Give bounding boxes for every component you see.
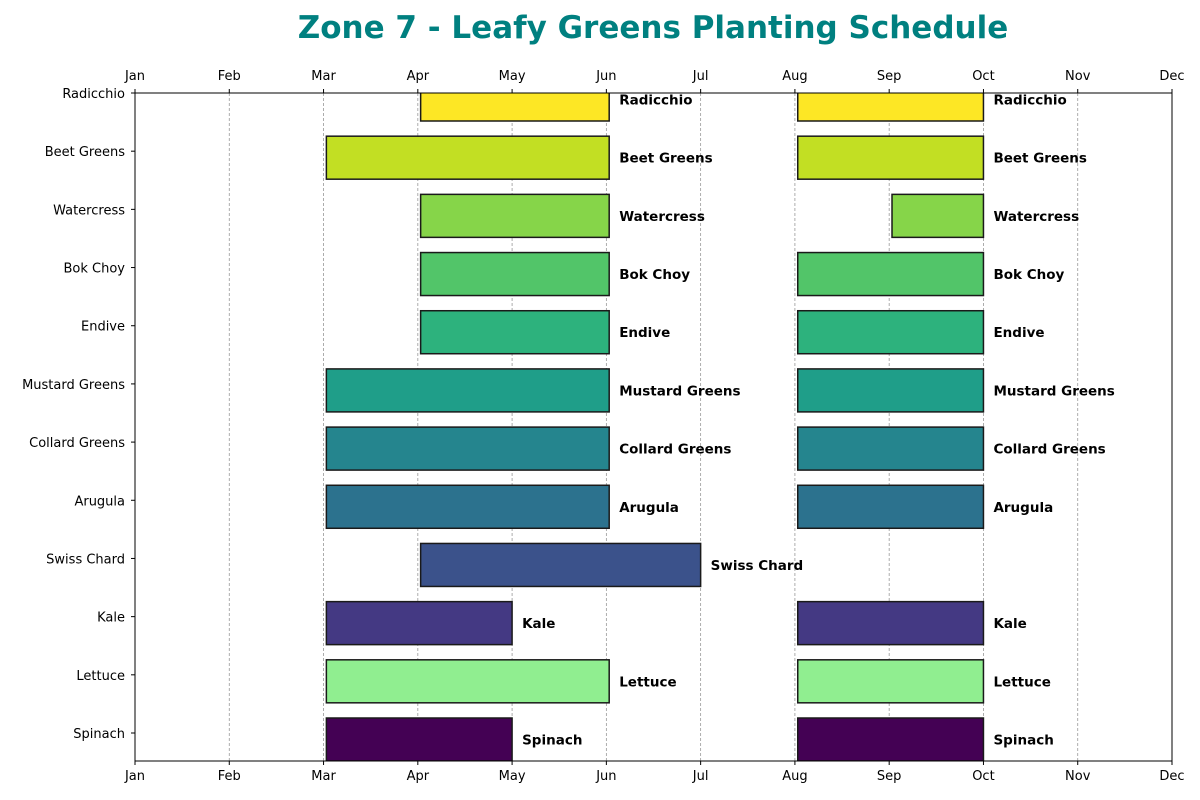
y-tick-label: Spinach — [73, 727, 125, 742]
x-tick-label-bottom: Sep — [877, 769, 902, 784]
bar-label: Arugula — [619, 500, 679, 516]
x-tick-label-top: Jun — [595, 69, 616, 84]
bar-watercress — [419, 193, 610, 239]
x-tick-label-top: May — [499, 69, 526, 84]
bar-label: Watercress — [993, 209, 1079, 225]
bar-kale — [796, 600, 985, 646]
x-tick-label-top: Apr — [407, 69, 430, 84]
x-tick-label-top: Dec — [1159, 69, 1184, 84]
bar-arugula — [325, 484, 610, 530]
plot-frame — [134, 92, 1173, 762]
y-tick-label: Radicchio — [62, 87, 125, 102]
bar-beet-greens — [325, 135, 610, 180]
bar-collard-greens — [796, 426, 985, 471]
y-tick-label: Watercress — [53, 203, 125, 218]
y-tick-label: Bok Choy — [64, 262, 126, 277]
bar-endive — [796, 309, 985, 355]
bar-radicchio — [419, 93, 610, 122]
bar-label: Spinach — [522, 733, 582, 749]
bar-label: Bok Choy — [993, 267, 1064, 283]
bar-swiss-chard — [419, 542, 702, 588]
bar-label: Endive — [993, 325, 1044, 341]
bar-spinach — [796, 717, 985, 761]
x-tick-label-top: Oct — [972, 69, 994, 84]
bar-label: Endive — [619, 325, 670, 341]
bar-beet-greens — [796, 135, 985, 180]
bar-arugula — [796, 484, 985, 530]
bar-label: Mustard Greens — [619, 383, 740, 399]
y-tick-label: Collard Greens — [29, 436, 125, 451]
x-tick-label-bottom: Nov — [1065, 769, 1091, 784]
x-tick-label-bottom: May — [499, 769, 526, 784]
bar-label: Mustard Greens — [993, 383, 1114, 399]
bar-label: Radicchio — [993, 93, 1066, 109]
bar-label: Beet Greens — [993, 151, 1086, 167]
bar-label: Collard Greens — [619, 442, 731, 458]
y-tick-label: Arugula — [74, 494, 125, 509]
bar-label: Lettuce — [993, 674, 1050, 690]
y-tick-label: Swiss Chard — [46, 552, 125, 567]
x-tick-label-top: Nov — [1065, 69, 1091, 84]
y-tick-label: Kale — [97, 611, 125, 626]
x-tick-label-bottom: Feb — [218, 769, 241, 784]
x-tick-label-bottom: Apr — [407, 769, 430, 784]
bar-radicchio — [796, 93, 985, 122]
x-tick-label-top: Sep — [877, 69, 902, 84]
bar-endive — [419, 309, 610, 355]
bar-label: Bok Choy — [619, 267, 690, 283]
bar-label: Arugula — [993, 500, 1053, 516]
bar-label: Lettuce — [619, 674, 676, 690]
chart-title: Zone 7 - Leafy Greens Planting Schedule — [297, 10, 1009, 46]
bar-label: Radicchio — [619, 93, 692, 109]
y-tick-label: Endive — [81, 320, 125, 335]
bar-watercress — [891, 193, 985, 239]
bar-label: Kale — [522, 616, 555, 632]
x-tick-label-bottom: Jun — [595, 769, 616, 784]
bar-label: Spinach — [993, 733, 1053, 749]
y-tick-label: Lettuce — [76, 669, 125, 684]
bars-group — [325, 93, 985, 761]
y-tick-label: Mustard Greens — [22, 378, 125, 393]
bar-bok-choy — [419, 251, 610, 297]
bar-mustard-greens — [796, 368, 985, 413]
x-tick-label-top: Aug — [782, 69, 807, 84]
x-tick-label-bottom: Mar — [311, 769, 336, 784]
bar-bok-choy — [796, 251, 985, 297]
x-tick-label-top: Jul — [692, 69, 709, 84]
bar-lettuce — [796, 659, 985, 704]
x-tick-label-bottom: Jul — [692, 769, 709, 784]
bar-spinach — [325, 717, 513, 761]
bar-label: Kale — [993, 616, 1026, 632]
bar-label: Watercress — [619, 209, 705, 225]
x-tick-label-bottom: Dec — [1159, 769, 1184, 784]
y-tick-label: Beet Greens — [45, 145, 126, 160]
bar-lettuce — [325, 659, 610, 704]
x-tick-label-bottom: Oct — [972, 769, 994, 784]
bar-mustard-greens — [325, 368, 610, 413]
x-tick-label-bottom: Jan — [124, 769, 145, 784]
bar-label: Beet Greens — [619, 151, 712, 167]
bar-label: Collard Greens — [993, 442, 1105, 458]
x-tick-label-top: Feb — [218, 69, 241, 84]
bar-collard-greens — [325, 426, 610, 471]
bar-label: Swiss Chard — [711, 558, 804, 574]
x-tick-label-top: Jan — [124, 69, 145, 84]
bar-kale — [325, 600, 513, 646]
x-tick-label-top: Mar — [311, 69, 336, 84]
x-tick-label-bottom: Aug — [782, 769, 807, 784]
